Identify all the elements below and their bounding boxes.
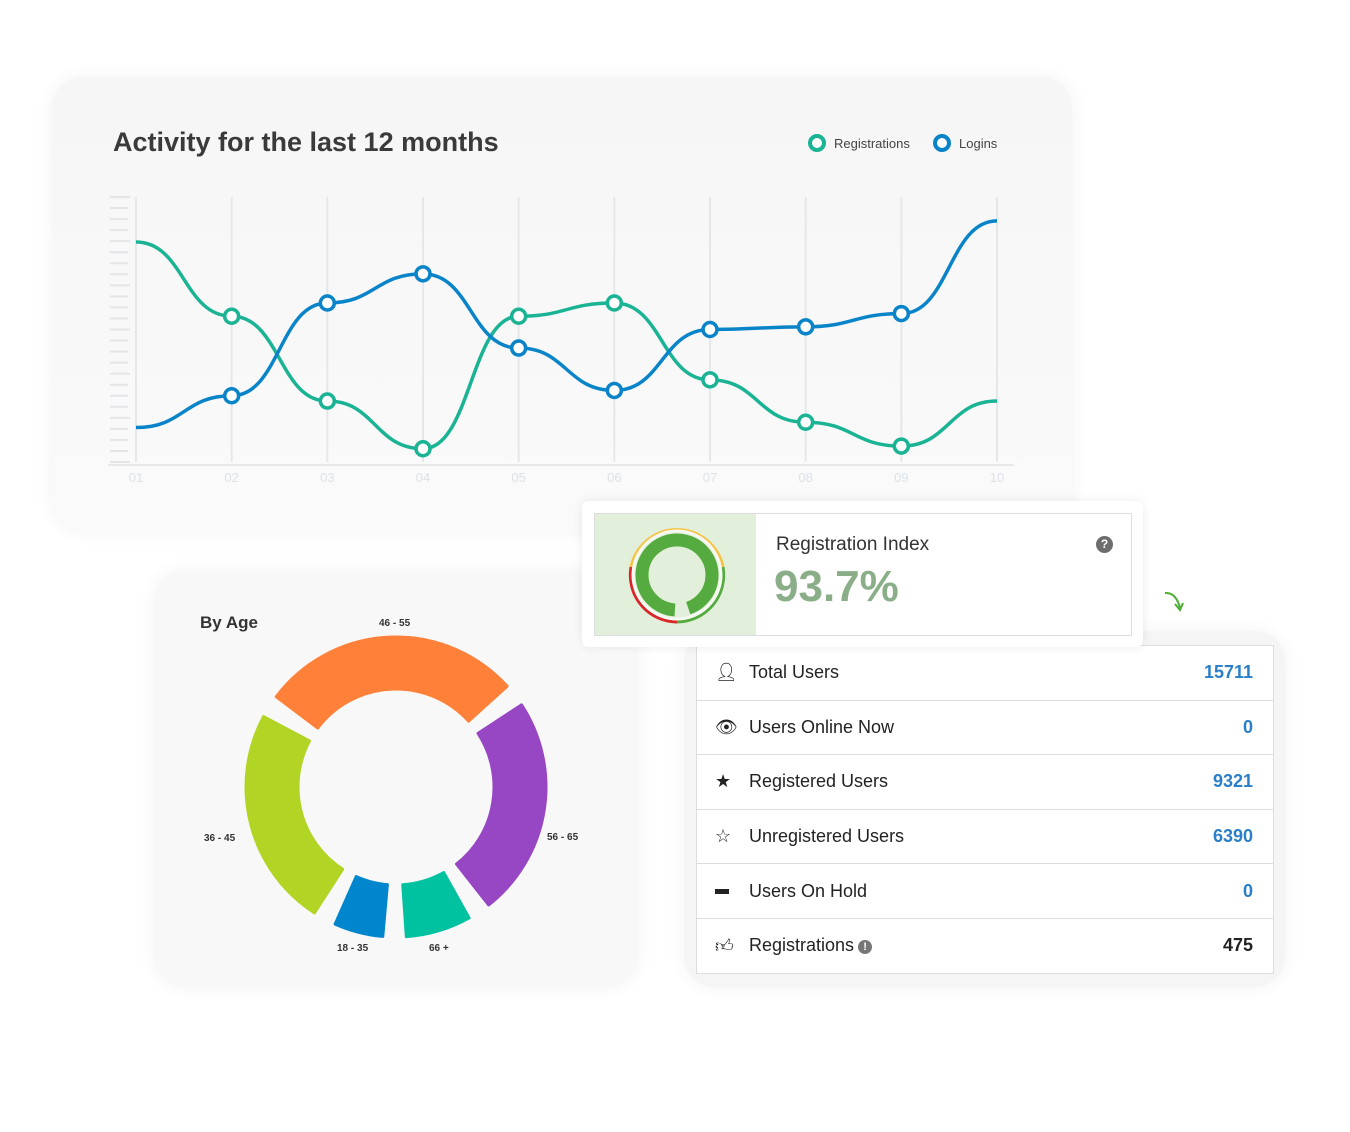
stat-row-registrations[interactable]: 👍︎ Registrations! 475: [697, 917, 1273, 973]
stat-value: 0: [1242, 880, 1253, 901]
age-label: 46 - 55: [379, 618, 411, 629]
stat-label: Registered Users: [749, 771, 889, 792]
gauge-panel: [595, 514, 756, 635]
stat-value: 0: [1242, 716, 1253, 737]
registration-index-box: Registration Index 93.7% ?: [594, 513, 1132, 636]
age-title: By Age: [200, 613, 258, 632]
index-title: Registration Index: [776, 534, 930, 555]
info-icon[interactable]: !: [858, 940, 873, 955]
stat-label: Registrations!: [749, 935, 1223, 956]
star-icon: ★: [715, 771, 732, 792]
registrations-legend-icon: [808, 134, 826, 152]
registration-index-popup: Registration Index 93.7% ?: [582, 501, 1143, 647]
stat-label-text: Registrations: [749, 935, 855, 956]
legend-logins[interactable]: Logins: [933, 134, 997, 152]
stat-row-on-hold[interactable]: Users On Hold 0: [697, 863, 1273, 918]
minus-icon: [715, 881, 749, 902]
legend-registrations[interactable]: Registrations: [808, 134, 910, 152]
gauge-ring: [635, 533, 719, 617]
stats-table: 👤︎ Total Users 15711 👁︎ Users Online Now 0 ★…: [696, 645, 1274, 974]
gauge-icon: [628, 528, 726, 624]
star-outline-icon: ☆: [715, 826, 732, 847]
stat-row-registered[interactable]: ★ Registered Users 9321: [697, 754, 1273, 809]
age-label: 36 - 45: [204, 833, 236, 844]
chart-title: Activity for the last 12 months: [113, 127, 499, 157]
stat-label: Total Users: [749, 662, 840, 683]
age-card: By Age 46 - 55 56 - 65 66 + 18 - 35 36 -…: [154, 571, 638, 987]
logins-legend-icon: [933, 134, 951, 152]
stat-value: 9321: [1212, 771, 1253, 792]
stat-row-users-online[interactable]: 👁︎ Users Online Now 0: [697, 699, 1273, 755]
age-label: 56 - 65: [547, 832, 579, 843]
age-label: 66 +: [429, 943, 449, 954]
legend-label: Logins: [959, 135, 998, 151]
activity-card: Activity for the last 12 months Registra…: [52, 77, 1072, 532]
user-icon: 👤︎: [715, 662, 738, 683]
stat-value: 475: [1222, 935, 1253, 956]
stat-label: Unregistered Users: [749, 826, 905, 847]
stat-label: Users On Hold: [749, 880, 868, 901]
legend-label: Registrations: [834, 135, 910, 151]
help-icon[interactable]: ?: [1096, 536, 1113, 553]
stat-value: 15711: [1203, 662, 1253, 683]
stat-row-unregistered[interactable]: ☆ Unregistered Users 6390: [697, 808, 1273, 864]
eye-icon: 👁︎: [715, 716, 738, 737]
thumbs-up-icon: 👍︎: [715, 935, 734, 956]
stat-value: 6390: [1212, 826, 1253, 847]
stat-row-total-users[interactable]: 👤︎ Total Users 15711: [697, 645, 1273, 700]
curved-arrow-icon: [1164, 591, 1184, 612]
age-label: 18 - 35: [337, 943, 369, 954]
index-value: 93.7%: [774, 562, 899, 611]
stat-label: Users Online Now: [749, 716, 895, 737]
